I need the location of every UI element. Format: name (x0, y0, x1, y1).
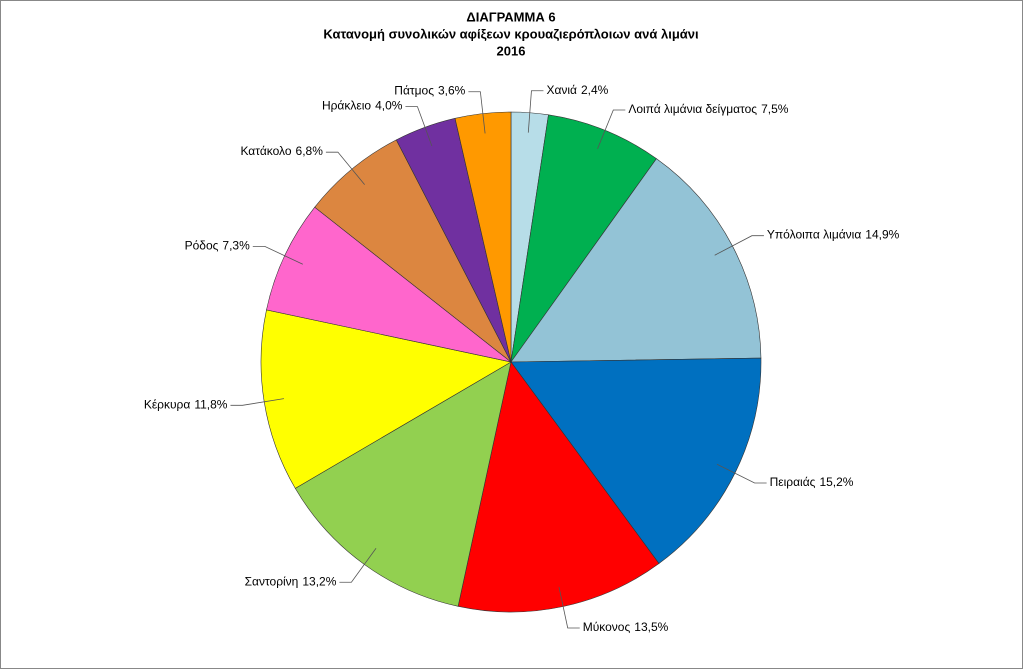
value-label: 15,2% (819, 475, 853, 489)
leader-line (325, 151, 365, 185)
data-label: Λοιπά λιμάνια δείγματος 7,5% (628, 102, 788, 116)
category-label: Πάτμος (394, 84, 434, 98)
category-label: Πειραιάς (770, 475, 816, 489)
category-label: Ηράκλειο (322, 99, 371, 113)
leader-line (468, 91, 486, 134)
category-label: Κέρκυρα (144, 397, 191, 411)
leader-line (527, 90, 544, 133)
leader-line (597, 109, 626, 150)
category-label: Ρόδος (185, 239, 219, 253)
data-label: Κέρκυρα 11,8% (144, 397, 228, 411)
value-label: 4,0% (375, 99, 403, 113)
value-label: 7,3% (222, 239, 250, 253)
category-label: Χανιά (546, 83, 577, 97)
leader-line (252, 246, 303, 265)
data-label: Υπόλοιπα λιμάνια 14,9% (767, 228, 900, 242)
chart-title: ΔΙΑΓΡΑΜΜΑ 6 (466, 9, 555, 24)
value-label: 3,6% (438, 84, 466, 98)
leader-line (405, 106, 433, 147)
value-label: 14,9% (865, 228, 899, 242)
value-label: 6,8% (296, 144, 324, 158)
data-label: Πάτμος 3,6% (394, 84, 465, 98)
data-label: Κατάκολο 6,8% (240, 144, 323, 158)
leader-line (339, 548, 377, 583)
data-label: Ηράκλειο 4,0% (322, 99, 403, 113)
category-label: Υπόλοιπα λιμάνια (767, 228, 861, 242)
category-label: Σαντορίνη (245, 574, 299, 588)
value-label: 2,4% (581, 83, 609, 97)
leader-line (714, 235, 764, 256)
leader-line (558, 586, 580, 629)
leader-line (716, 463, 767, 484)
value-label: 13,2% (302, 574, 336, 588)
chart-title: 2016 (497, 43, 526, 58)
data-label: Σαντορίνη 13,2% (245, 574, 337, 588)
data-label: Μύκονος 13,5% (583, 620, 669, 634)
data-label: Πειραιάς 15,2% (770, 475, 854, 489)
value-label: 7,5% (761, 102, 789, 116)
category-label: Μύκονος (583, 620, 631, 634)
leader-line (230, 398, 284, 406)
category-label: Κατάκολο (240, 144, 291, 158)
value-label: 11,8% (194, 397, 227, 411)
value-label: 13,5% (634, 620, 668, 634)
chart-title: Κατανομή συνολικών αφίξεων κρουαζιερόπλο… (323, 26, 699, 41)
data-label: Χανιά 2,4% (546, 83, 608, 97)
category-label: Λοιπά λιμάνια δείγματος (628, 102, 757, 116)
data-label: Ρόδος 7,3% (185, 239, 251, 253)
